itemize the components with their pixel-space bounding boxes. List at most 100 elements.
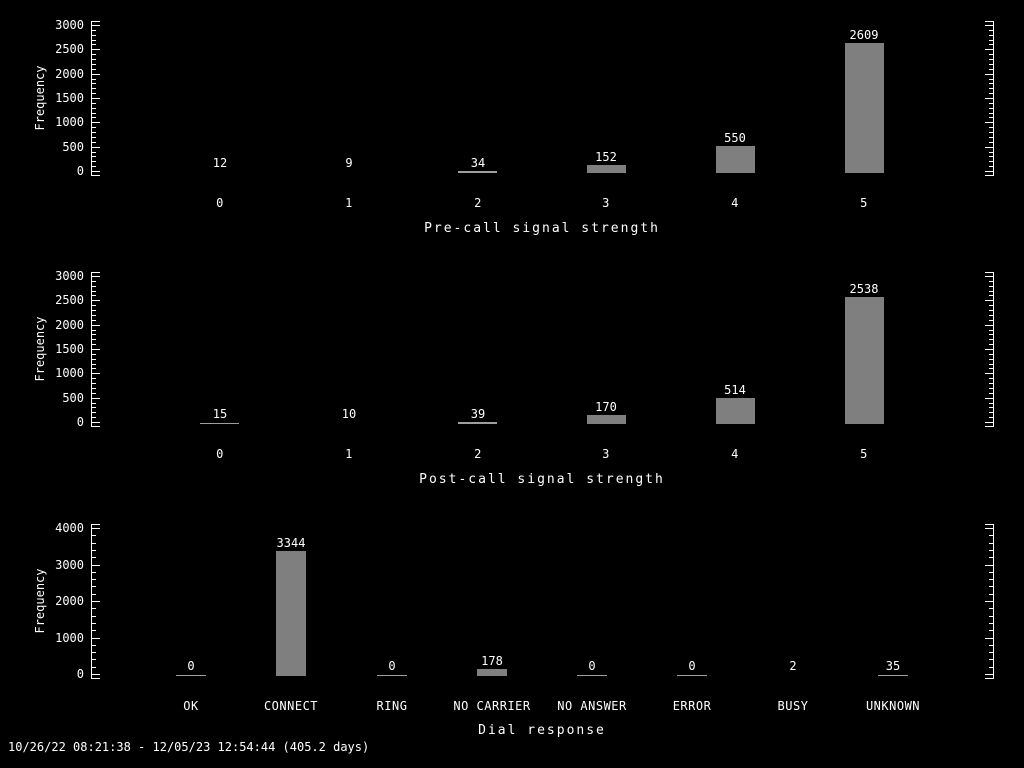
- bar: [587, 415, 626, 424]
- y-major-tick: [92, 122, 100, 123]
- y-major-tick: [985, 373, 993, 374]
- y-minor-tick: [989, 368, 993, 369]
- y-major-tick: [985, 565, 993, 566]
- y-minor-tick: [989, 127, 993, 128]
- bar: [176, 675, 206, 676]
- y-minor-tick: [989, 594, 993, 595]
- bar-value-label: 35: [885, 659, 901, 673]
- y-minor-tick: [92, 330, 96, 331]
- y-axis-line: [91, 21, 92, 176]
- y-minor-tick: [989, 79, 993, 80]
- bar-value-label: 550: [724, 131, 746, 145]
- y-minor-tick: [989, 161, 993, 162]
- y-minor-tick: [92, 142, 96, 143]
- y-minor-tick: [989, 623, 993, 624]
- y-minor-tick: [92, 407, 96, 408]
- y-major-tick: [92, 49, 100, 50]
- y-minor-tick: [92, 417, 96, 418]
- y-minor-tick: [92, 291, 96, 292]
- bar: [200, 423, 239, 424]
- y-minor-tick: [92, 645, 96, 646]
- y-minor-tick: [989, 344, 993, 345]
- y-minor-tick: [989, 137, 993, 138]
- bar-value-label: 0: [187, 659, 195, 673]
- y-minor-tick: [92, 93, 96, 94]
- y-major-tick: [985, 122, 993, 123]
- y-minor-tick: [92, 630, 96, 631]
- y-minor-tick: [92, 339, 96, 340]
- y-minor-tick: [989, 659, 993, 660]
- bar: [587, 165, 626, 173]
- axis-endcap: [92, 678, 100, 679]
- chart-title: Dial response: [478, 723, 606, 738]
- y-minor-tick: [989, 103, 993, 104]
- y-minor-tick: [92, 659, 96, 660]
- category-label: 4: [731, 196, 739, 210]
- y-major-tick: [92, 373, 100, 374]
- chart-title: Pre-call signal strength: [424, 221, 660, 236]
- y-minor-tick: [989, 616, 993, 617]
- y-minor-tick: [989, 35, 993, 36]
- y-minor-tick: [92, 543, 96, 544]
- axis-endcap: [985, 426, 993, 427]
- y-major-tick: [92, 601, 100, 602]
- category-label: BUSY: [777, 699, 809, 713]
- bar-value-label: 39: [470, 407, 486, 421]
- bar: [458, 422, 497, 424]
- y-major-tick: [985, 674, 993, 675]
- y-minor-tick: [92, 623, 96, 624]
- y-minor-tick: [92, 30, 96, 31]
- y-minor-tick: [989, 142, 993, 143]
- y-minor-tick: [989, 295, 993, 296]
- category-label: NO CARRIER: [453, 699, 531, 713]
- category-label: 0: [216, 196, 224, 210]
- category-label: 4: [731, 447, 739, 461]
- y-major-tick: [92, 300, 100, 301]
- bar-value-label: 0: [588, 659, 596, 673]
- y-major-tick: [92, 565, 100, 566]
- y-minor-tick: [92, 281, 96, 282]
- y-minor-tick: [989, 310, 993, 311]
- y-minor-tick: [989, 44, 993, 45]
- y-minor-tick: [92, 59, 96, 60]
- category-label: 1: [345, 196, 353, 210]
- y-tick-label: 3000: [55, 558, 84, 572]
- y-tick-label: 1500: [55, 342, 84, 356]
- y-tick-label: 3000: [55, 269, 84, 283]
- y-minor-tick: [92, 310, 96, 311]
- y-minor-tick: [989, 69, 993, 70]
- y-tick-label: 2000: [55, 67, 84, 81]
- y-minor-tick: [989, 30, 993, 31]
- bar: [477, 669, 507, 676]
- y-major-tick: [92, 674, 100, 675]
- y-minor-tick: [989, 59, 993, 60]
- y-major-tick: [92, 528, 100, 529]
- y-axis-line: [993, 272, 994, 427]
- y-minor-tick: [92, 383, 96, 384]
- y-major-tick: [92, 98, 100, 99]
- y-major-tick: [92, 25, 100, 26]
- y-minor-tick: [989, 305, 993, 306]
- y-minor-tick: [92, 586, 96, 587]
- y-minor-tick: [989, 330, 993, 331]
- y-major-tick: [985, 398, 993, 399]
- y-minor-tick: [92, 368, 96, 369]
- axis-endcap: [92, 21, 100, 22]
- y-minor-tick: [989, 383, 993, 384]
- y-minor-tick: [92, 132, 96, 133]
- y-major-tick: [92, 422, 100, 423]
- y-minor-tick: [92, 667, 96, 668]
- y-major-tick: [985, 601, 993, 602]
- bar-value-label: 2609: [849, 28, 879, 42]
- y-minor-tick: [92, 79, 96, 80]
- y-minor-tick: [92, 557, 96, 558]
- y-major-tick: [92, 325, 100, 326]
- y-minor-tick: [989, 334, 993, 335]
- y-minor-tick: [92, 320, 96, 321]
- bar-value-label: 9: [345, 156, 353, 170]
- y-minor-tick: [92, 334, 96, 335]
- y-minor-tick: [92, 117, 96, 118]
